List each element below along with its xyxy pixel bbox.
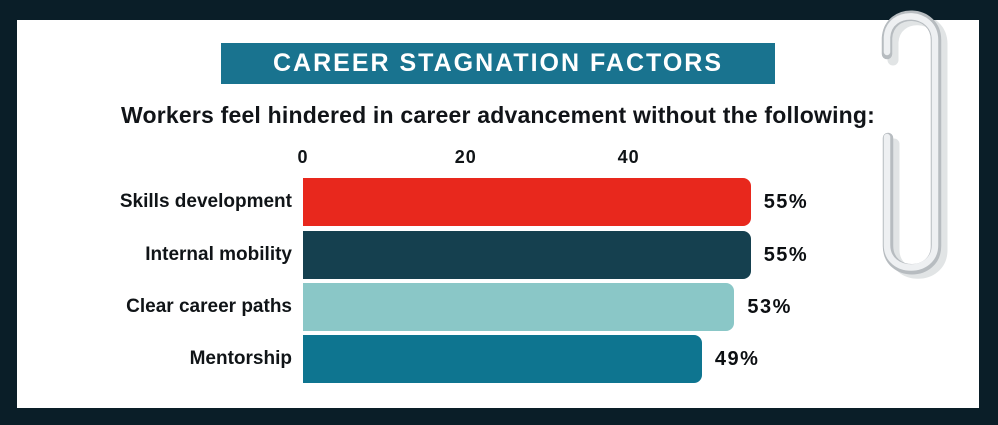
chart-card: CAREER STAGNATION FACTORS Workers feel h… bbox=[17, 20, 979, 408]
x-axis-tick-20: 20 bbox=[454, 147, 477, 167]
category-label: Skills development bbox=[119, 191, 292, 212]
value-label: 55% bbox=[763, 190, 809, 213]
bar-row-clear-career-paths: Clear career paths 53% bbox=[17, 283, 792, 331]
bar-clear-career-paths bbox=[303, 283, 735, 331]
category-label: Clear career paths bbox=[126, 296, 292, 317]
value-label: 53% bbox=[747, 295, 792, 318]
bar-mentorship bbox=[303, 335, 702, 383]
page-title: CAREER STAGNATION FACTORS bbox=[272, 49, 723, 77]
x-axis-tick-40: 40 bbox=[617, 147, 640, 167]
x-axis-tick-0: 0 bbox=[297, 147, 309, 167]
bar-internal-mobility bbox=[303, 231, 751, 279]
bar-skills-development bbox=[303, 178, 751, 226]
value-label: 55% bbox=[763, 243, 809, 266]
title-banner: CAREER STAGNATION FACTORS bbox=[221, 43, 775, 84]
bar-row-internal-mobility: Internal mobility 55% bbox=[17, 231, 808, 279]
chart-subtitle: Workers feel hindered in career advancem… bbox=[120, 102, 876, 128]
category-label: Internal mobility bbox=[145, 244, 292, 265]
value-label: 49% bbox=[714, 347, 760, 370]
bar-row-skills-development: Skills development 55% bbox=[17, 178, 808, 226]
category-label: Mentorship bbox=[189, 348, 292, 369]
bar-row-mentorship: Mentorship 49% bbox=[17, 335, 759, 383]
